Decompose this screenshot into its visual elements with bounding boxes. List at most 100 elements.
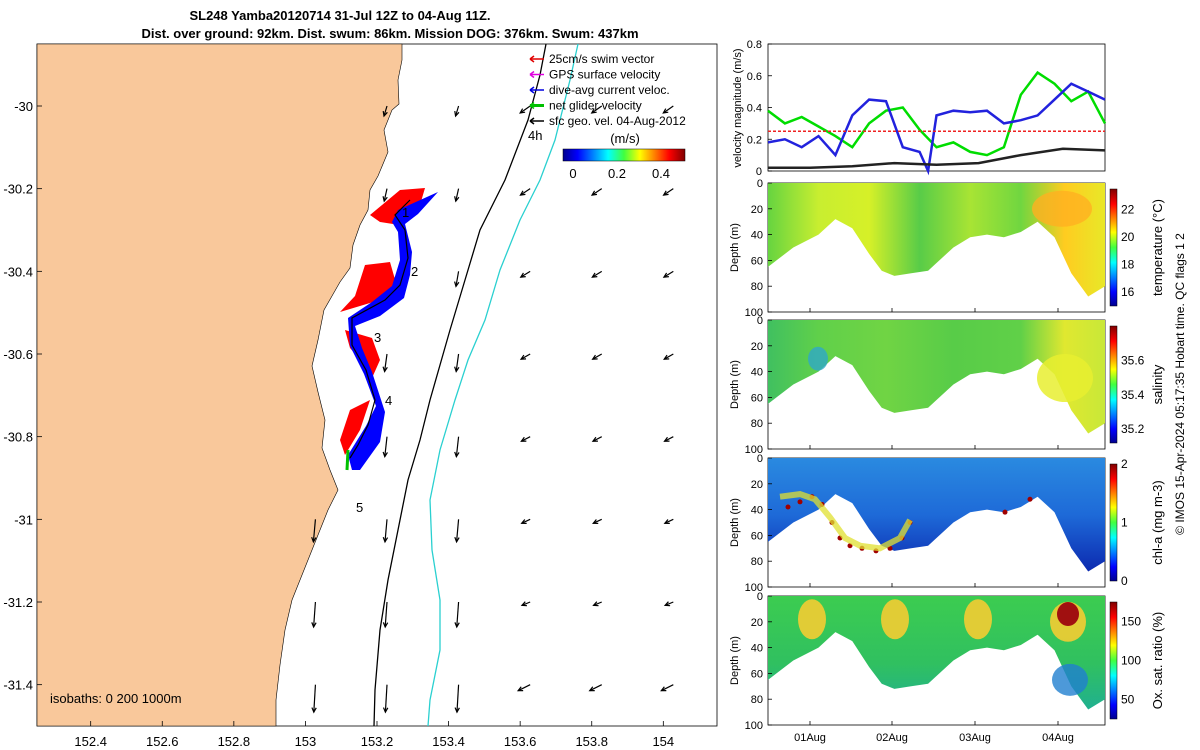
sfc-velocity-arrowhead bbox=[591, 272, 598, 278]
sfc-velocity-arrow bbox=[592, 270, 603, 278]
sfc-velocity-arrow bbox=[456, 684, 460, 713]
legend-label: 25cm/s swim vector bbox=[549, 52, 654, 66]
velocity-y-tick-label: 0 bbox=[756, 166, 762, 178]
oxygen-high-patch bbox=[798, 599, 826, 640]
oxygen-high-patch bbox=[881, 599, 909, 640]
day-label-5: 5 bbox=[356, 500, 363, 515]
map-x-tick-label: 152.8 bbox=[218, 734, 251, 749]
colorbar-tick-label: 35.4 bbox=[1121, 388, 1145, 402]
map-x-tick-label: 153 bbox=[295, 734, 317, 749]
section-colorbar bbox=[1109, 463, 1118, 582]
date-tick-label: 04Aug bbox=[1042, 732, 1074, 744]
sfc-velocity-arrow bbox=[661, 684, 674, 692]
velocity-y-tick-label: 0.4 bbox=[747, 103, 762, 115]
map-panel: 1 2 3 4 5 4h isobaths: 0 200 1000m 152.4… bbox=[3, 43, 718, 749]
depth-tick-label: 60 bbox=[751, 668, 763, 680]
legend-swatch-head bbox=[529, 117, 535, 125]
map-y-tick-label: -30.2 bbox=[3, 182, 33, 197]
map-x-tick-label: 152.4 bbox=[74, 734, 107, 749]
velocity-series-line bbox=[767, 82, 1106, 176]
sfc-velocity-arrowhead bbox=[591, 436, 598, 442]
sfc-velocity-arrow bbox=[592, 353, 603, 360]
isobath-200 bbox=[373, 43, 547, 727]
sfc-velocity-arrow bbox=[662, 105, 674, 114]
low-salinity-patch bbox=[808, 346, 828, 371]
sfc-velocity-arrow bbox=[384, 436, 388, 457]
sfc-velocity-arrowhead bbox=[382, 707, 389, 714]
depth-tick-label: 0 bbox=[757, 453, 763, 465]
colorbar-tick-label: 18 bbox=[1121, 258, 1135, 272]
sfc-velocity-arrow bbox=[455, 519, 460, 542]
depth-tick-label: 60 bbox=[751, 255, 763, 267]
depth-tick-label: 80 bbox=[751, 556, 763, 568]
section-panels: 0 20 40 60 80 100 Depth (m) 16 18 20 22 temperature… bbox=[729, 178, 1165, 744]
current-vector-band bbox=[348, 192, 438, 470]
sfc-velocity-arrow bbox=[313, 601, 317, 628]
map-colorbar-tick-0: 0 bbox=[569, 166, 576, 181]
depth-tick-label: 100 bbox=[745, 307, 763, 319]
annotation-4h: 4h bbox=[528, 128, 542, 143]
glider-track bbox=[340, 188, 438, 471]
depth-tick-label: 100 bbox=[745, 444, 763, 456]
colorbar-tick-label: 1 bbox=[1121, 516, 1128, 530]
map-colorbar-tick-2: 0.4 bbox=[652, 166, 670, 181]
section-colorbar bbox=[1109, 325, 1118, 444]
colorbar-tick-label: 22 bbox=[1121, 203, 1135, 217]
chl-max-point bbox=[797, 499, 803, 505]
depth-axis-label: Depth (m) bbox=[729, 223, 741, 272]
sfc-velocity-arrow bbox=[521, 518, 531, 524]
map-x-tick-label: 154 bbox=[652, 734, 674, 749]
depth-tick-label: 0 bbox=[757, 591, 763, 603]
sfc-velocity-arrowhead bbox=[454, 622, 460, 629]
section-panel-salinity: 0 20 40 60 80 100 Depth (m) 35.2 35.4 35.6 salinit… bbox=[729, 315, 1165, 456]
sfc-velocity-arrow bbox=[312, 519, 317, 542]
depth-tick-label: 20 bbox=[751, 479, 763, 491]
sfc-velocity-arrowhead bbox=[454, 110, 460, 118]
depth-axis-label: Depth (m) bbox=[729, 498, 741, 547]
sfc-velocity-arrowhead bbox=[454, 451, 460, 459]
sfc-velocity-arrow bbox=[663, 270, 674, 278]
colorbar-unit-label: (m/s) bbox=[610, 131, 640, 146]
sfc-velocity-arrow bbox=[589, 684, 603, 692]
sfc-velocity-arrowhead bbox=[519, 354, 527, 360]
colorbar-label: Ox. sat. ratio (%) bbox=[1150, 612, 1165, 710]
map-y-ticks: -30 -30.2 -30.4 -30.6 -30.8 -31 -31.2 -31.4 bbox=[3, 99, 42, 693]
sfc-velocity-arrow bbox=[455, 436, 460, 457]
colorbar-tick-label: 16 bbox=[1121, 285, 1135, 299]
sfc-velocity-arrowhead bbox=[591, 354, 598, 360]
map-x-tick-label: 153.6 bbox=[504, 734, 537, 749]
sfc-velocity-arrow bbox=[456, 601, 460, 628]
depth-axis-label: Depth (m) bbox=[729, 360, 741, 409]
depth-tick-label: 20 bbox=[751, 341, 763, 353]
date-tick-label: 02Aug bbox=[876, 732, 908, 744]
swim-vector-band bbox=[340, 188, 425, 455]
depth-tick-label: 40 bbox=[751, 230, 763, 242]
sfc-velocity-arrowhead bbox=[592, 601, 599, 607]
depth-tick-label: 80 bbox=[751, 694, 763, 706]
credit-text: © IMOS 15-Apr-2024 05:17:35 Hobart time.… bbox=[1173, 233, 1187, 535]
legend-swatch-head bbox=[529, 70, 535, 79]
sfc-velocity-arrow bbox=[384, 519, 388, 542]
sfc-velocity-arrow bbox=[521, 436, 531, 442]
section-panel-temperature: 0 20 40 60 80 100 Depth (m) 16 18 20 22 temperature… bbox=[729, 178, 1165, 319]
colorbar-label: temperature (°C) bbox=[1150, 199, 1165, 296]
oxygen-max-patch bbox=[1057, 602, 1079, 627]
figure-title-line2: Dist. over ground: 92km. Dist. swum: 86k… bbox=[141, 26, 638, 41]
depth-tick-label: 60 bbox=[751, 392, 763, 404]
sfc-velocity-arrowhead bbox=[660, 686, 667, 692]
sfc-velocity-arrowhead bbox=[520, 436, 527, 442]
sfc-velocity-arrow bbox=[383, 105, 388, 117]
day-label-2: 2 bbox=[411, 264, 418, 279]
chl-max-point bbox=[1002, 509, 1008, 515]
map-colorbar bbox=[562, 148, 686, 162]
sfc-velocity-arrowhead bbox=[519, 108, 526, 114]
sfc-velocity-arrowhead bbox=[382, 366, 388, 373]
map-y-tick-label: -30.4 bbox=[3, 264, 33, 279]
velocity-y-tick-label: 0.8 bbox=[747, 39, 762, 51]
section-data-fill bbox=[768, 320, 1105, 434]
depth-tick-label: 80 bbox=[751, 281, 763, 293]
map-x-tick-label: 153.2 bbox=[361, 734, 394, 749]
sfc-velocity-arrowhead bbox=[382, 196, 388, 203]
